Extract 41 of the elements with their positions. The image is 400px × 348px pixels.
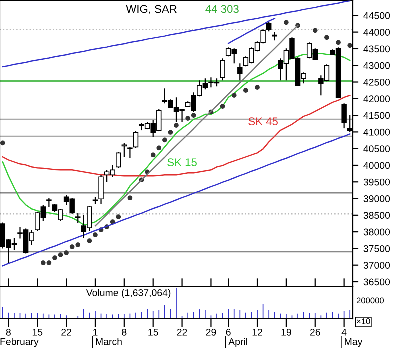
series-label: SK 15	[168, 158, 197, 166]
y-tick-label: 38500	[364, 212, 390, 220]
text: ×10	[357, 318, 370, 324]
y-tick-label: 37500	[364, 245, 390, 252]
text: April	[228, 338, 248, 348]
y-tick-label: 42500	[364, 78, 390, 86]
y-tick-label: 44000	[364, 29, 390, 36]
x-tick-label: 8	[122, 328, 127, 336]
chart-title: Volume (1,637,064)	[86, 289, 171, 298]
y-tick-label: 43000	[364, 62, 390, 70]
series-label: SK 45	[248, 118, 278, 126]
y-tick-label: 39500	[364, 178, 390, 186]
x-tick-label: 15	[32, 329, 43, 336]
y-tick-label: 37000	[364, 262, 390, 269]
x-tick-label: 1	[94, 329, 98, 336]
text: 200000	[356, 298, 384, 304]
x-tick-label: 15	[148, 329, 158, 336]
y-tick-label: 40500	[364, 146, 390, 152]
text: May	[345, 338, 363, 348]
annotation: 44 303	[206, 5, 239, 14]
x-tick-label: 26	[310, 328, 320, 336]
y-tick-label: 36500	[364, 278, 390, 286]
x-tick-label: 22	[177, 328, 188, 336]
x-tick-label: 22	[62, 328, 72, 336]
y-tick-label: 41500	[364, 112, 390, 120]
y-tick-label: 42000	[364, 96, 390, 103]
text: March	[96, 338, 122, 346]
y-tick-label: 41000	[364, 128, 390, 136]
x-tick-label: 19	[282, 328, 292, 336]
y-tick-label: 43500	[364, 46, 390, 53]
text: February	[0, 338, 39, 348]
x-tick-label: 4	[342, 329, 347, 336]
x-tick-label: 29	[206, 328, 216, 336]
y-tick-label: 38000	[364, 228, 390, 236]
x-tick-label: 8	[6, 328, 11, 336]
x-tick-label: 6	[226, 328, 231, 336]
x-tick-label: 12	[252, 328, 262, 336]
y-tick-label: 40000	[364, 162, 390, 170]
y-tick-label: 44500	[364, 12, 390, 20]
y-tick-label: 39000	[364, 196, 390, 202]
chart-title: WIG, SAR	[126, 5, 177, 14]
